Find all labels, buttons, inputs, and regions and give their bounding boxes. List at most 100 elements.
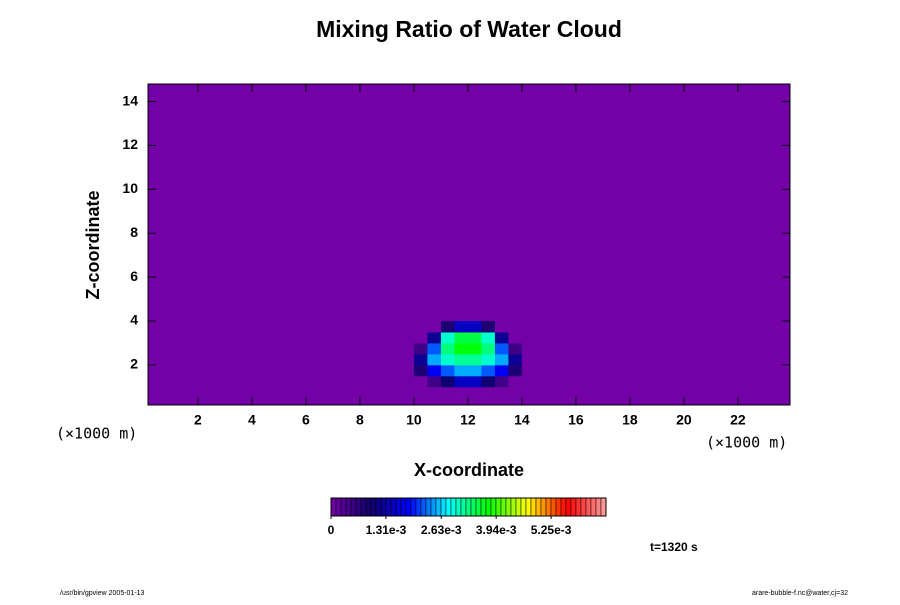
x-tick-label: 20: [676, 412, 692, 428]
field-cell: [494, 342, 509, 355]
colorbar-step: [435, 497, 442, 517]
colorbar-step: [535, 497, 542, 517]
colorbar-step: [390, 497, 397, 517]
colorbar-step: [420, 497, 427, 517]
field-cell: [454, 364, 469, 377]
field-cell: [454, 320, 469, 333]
field-cell: [427, 375, 442, 388]
field-cell: [494, 353, 509, 366]
colorbar-step: [595, 497, 602, 517]
field-cell: [481, 375, 496, 388]
x-tick-label: 2: [194, 412, 202, 428]
colorbar-step: [370, 497, 377, 517]
x-tick-label: 12: [460, 412, 476, 428]
colorbar-step: [485, 497, 492, 517]
x-tick-label: 18: [622, 412, 638, 428]
field-cell: [427, 364, 442, 377]
field-cell: [454, 375, 469, 388]
colorbar-step: [545, 497, 552, 517]
y-tick-label: 8: [130, 224, 138, 240]
colorbar-step: [495, 497, 502, 517]
colorbar-tick-label: 5.25e-3: [531, 523, 572, 537]
colorbar-tick-label: 2.63e-3: [421, 523, 462, 537]
colorbar-tick-label: 3.94e-3: [476, 523, 517, 537]
y-tick-label: 12: [122, 136, 138, 152]
colorbar-step: [380, 497, 387, 517]
field-cell: [467, 320, 482, 333]
colorbar-frame: [330, 497, 607, 517]
colorbar-step: [475, 497, 482, 517]
colorbar-step: [375, 497, 382, 517]
field-cell: [440, 342, 455, 355]
field-cell: [508, 342, 523, 355]
x-tick-label: 14: [514, 412, 530, 428]
colorbar-step: [580, 497, 587, 517]
time-label: t=1320 s: [650, 540, 698, 554]
colorbar-step: [400, 497, 407, 517]
field-cell: [508, 320, 523, 333]
field-cell: [494, 331, 509, 344]
field-cell: [467, 364, 482, 377]
colorbar-step: [510, 497, 517, 517]
colorbar-step: [440, 497, 447, 517]
field-cell: [521, 375, 536, 388]
colorbar-step: [520, 497, 527, 517]
field-cell: [481, 342, 496, 355]
colorbar-step: [360, 497, 367, 517]
colorbar-step: [405, 497, 412, 517]
colorbar-step: [490, 497, 497, 517]
field-cell: [467, 353, 482, 366]
field-cell: [440, 375, 455, 388]
colorbar-step: [445, 497, 452, 517]
x-tick-label: 22: [730, 412, 746, 428]
field-cell: [494, 364, 509, 377]
y-unit: (×1000 m): [56, 425, 137, 443]
colorbar-step: [480, 497, 487, 517]
field-cell: [521, 342, 536, 355]
field-cell: [481, 353, 496, 366]
field-cell: [400, 331, 415, 344]
field-cell: [440, 364, 455, 377]
colorbar-step: [550, 497, 557, 517]
field-cell: [508, 353, 523, 366]
colorbar-step: [505, 497, 512, 517]
field-cell: [440, 331, 455, 344]
colorbar-step: [365, 497, 372, 517]
colorbar-step: [575, 497, 582, 517]
colorbar-step: [425, 497, 432, 517]
field-cell: [413, 342, 428, 355]
x-tick-label: 16: [568, 412, 584, 428]
x-tick-label: 10: [406, 412, 422, 428]
field-cell: [440, 320, 455, 333]
x-tick-label: 6: [302, 412, 310, 428]
colorbar-step: [525, 497, 532, 517]
colorbar-step: [540, 497, 547, 517]
footer-right: arare-bubble-f.nc@water,cj=32: [752, 590, 848, 597]
colorbar-step: [350, 497, 357, 517]
field-cell: [494, 320, 509, 333]
colorbar-step: [460, 497, 467, 517]
field-cell: [400, 320, 415, 333]
x-axis-label: X-coordinate: [414, 460, 524, 480]
field-cell: [521, 364, 536, 377]
colorbar-step: [585, 497, 592, 517]
y-tick-label: 2: [130, 356, 138, 372]
x-tick-label: 8: [356, 412, 364, 428]
colorbar-tick-label: 0: [328, 523, 335, 537]
colorbar-step: [515, 497, 522, 517]
field-cell: [427, 320, 442, 333]
field-cell: [427, 331, 442, 344]
y-tick-label: 6: [130, 268, 138, 284]
field-cell: [413, 364, 428, 377]
field-cell: [521, 353, 536, 366]
y-tick-label: 4: [130, 312, 138, 328]
field-cell: [400, 342, 415, 355]
y-tick-label: 10: [122, 180, 138, 196]
field-cell: [427, 342, 442, 355]
field-cell: [521, 320, 536, 333]
colorbar-step: [530, 497, 537, 517]
field-cell: [440, 353, 455, 366]
field-cell: [481, 320, 496, 333]
field-cell: [400, 364, 415, 377]
colorbar-step: [465, 497, 472, 517]
